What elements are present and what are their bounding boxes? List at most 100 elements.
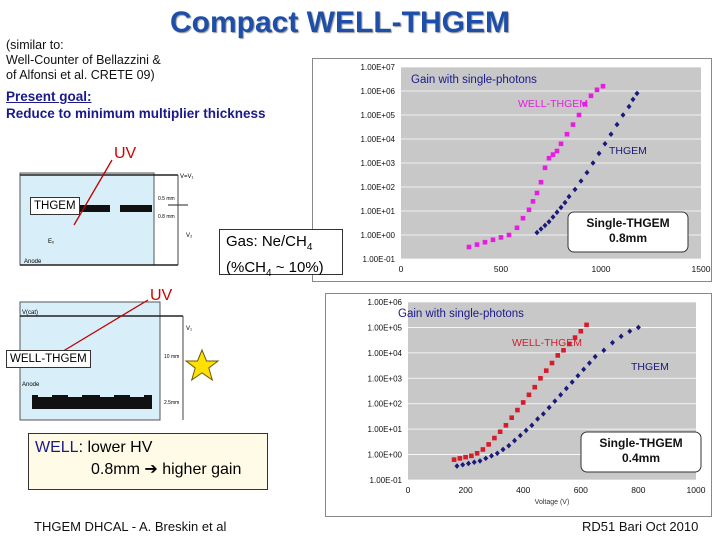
x-tick-label: 200: [459, 485, 473, 495]
data-point: [572, 335, 578, 340]
data-point: [582, 101, 588, 107]
schematic-label-ex: Eₓ: [48, 239, 54, 245]
x-tick-label: 1500: [692, 264, 711, 274]
data-point: [451, 457, 457, 462]
y-tick-label: 1.00E+04: [361, 135, 396, 144]
intro-line-2: Well-Counter of Bellazzini &: [6, 53, 161, 67]
x-tick-label: 0: [399, 264, 404, 274]
y-tick-label: 1.00E+02: [368, 400, 403, 409]
data-point: [614, 121, 620, 128]
chart-title: Gain with single-photons: [398, 308, 524, 320]
data-point: [460, 461, 466, 468]
series-label-thgem: THGEM: [609, 145, 647, 157]
data-point: [520, 215, 526, 221]
data-point: [578, 328, 584, 334]
data-point: [506, 442, 512, 449]
gas-line-2: (%CH4 ~ 10%): [226, 258, 336, 284]
data-point: [477, 458, 483, 464]
y-tick-label: 1.00E+04: [368, 349, 403, 358]
data-point: [620, 112, 626, 118]
callout-text: Single-THGEM: [599, 436, 682, 450]
data-point: [600, 83, 606, 89]
y-tick-label: 1.00E+05: [368, 323, 403, 332]
data-point: [509, 415, 514, 420]
data-point: [554, 209, 560, 215]
data-point: [555, 353, 561, 358]
data-point: [562, 199, 568, 206]
chart-title: Gain with single-photons: [411, 74, 537, 86]
y-tick-label: 1.00E+03: [368, 374, 403, 383]
data-point: [500, 446, 506, 453]
thgem-schematic-drawing: V=V₁ V₂ 0.5 mm 0.8 mm Anode Eₓ: [19, 172, 194, 266]
data-point: [512, 437, 518, 444]
data-point: [543, 368, 549, 373]
data-point: [463, 454, 468, 460]
data-point: [538, 226, 544, 232]
data-point: [498, 235, 504, 240]
uv-label-bottom: UV: [150, 287, 173, 304]
data-point: [584, 169, 590, 176]
gas-line-2-suffix: ~ 10%): [271, 259, 324, 276]
data-point: [586, 360, 592, 366]
data-point: [576, 112, 582, 118]
y-tick-label: 1.00E+05: [361, 111, 396, 120]
x-tick-label: 500: [494, 264, 508, 274]
data-point: [465, 460, 471, 467]
data-point: [563, 385, 569, 392]
thgem-plate-right: [120, 205, 152, 212]
data-point: [454, 463, 460, 469]
y-tick-label: 1.00E+00: [368, 451, 403, 460]
y-tick-label: 1.00E+06: [368, 298, 403, 307]
schematic-label-anode: Anode: [24, 259, 42, 265]
page-title: Compact WELL-THGEM: [170, 6, 510, 39]
data-point: [490, 237, 496, 243]
data-point: [526, 207, 532, 213]
callout-text: 0.4mm: [622, 451, 660, 465]
gas-line-1-text: Gas: Ne/CH: [226, 233, 307, 250]
y-tick-label: 1.00E-01: [363, 255, 396, 264]
callout-box: [580, 431, 702, 473]
well-note-line-1-rest: : lower HV: [78, 439, 153, 456]
gas-note: Gas: Ne/CH4 (%CH4 ~ 10%): [219, 229, 343, 279]
data-point: [474, 242, 480, 247]
data-point: [575, 372, 581, 379]
thgem-tag: THGEM: [30, 197, 80, 215]
data-point: [549, 360, 555, 366]
data-point: [542, 165, 548, 171]
data-point: [482, 239, 488, 245]
data-point: [530, 199, 536, 204]
data-point: [566, 341, 572, 347]
well-note-line-2-pre: 0.8mm: [91, 461, 145, 478]
data-point: [572, 186, 578, 193]
schematic-bg: [19, 172, 155, 266]
schematic-label-anode: Anode: [22, 382, 40, 388]
schematic-label-gap: 0.5 mm: [158, 196, 175, 202]
data-point: [564, 131, 570, 137]
data-point: [529, 422, 535, 429]
x-tick-label: 600: [574, 485, 588, 495]
goal-heading: Present goal:: [6, 89, 92, 104]
y-tick-label: 1.00E+07: [361, 63, 396, 72]
well-note-prefix: WELL: [35, 439, 79, 456]
data-point: [483, 455, 489, 462]
footer-right: RD51 Bari Oct 2010: [582, 519, 699, 534]
top-chart-panel: 1.00E+07 1.00E+06 1.00E+05 1.00E+04 1.00E+03…: [312, 58, 712, 282]
data-point: [492, 435, 497, 441]
thgem-plate-mid: [80, 205, 110, 212]
x-tick-label: 800: [631, 485, 645, 495]
data-point: [558, 392, 564, 398]
data-point: [609, 339, 615, 346]
data-point: [480, 447, 486, 452]
schematic-label-v2: V₂: [186, 233, 193, 239]
data-point: [526, 392, 532, 398]
bottom-chart-panel: 1.00E+06 1.00E+05 1.00E+04 1.00E+03 1.00E+02…: [325, 293, 712, 517]
y-tick-label: 1.00E+03: [361, 159, 396, 168]
well-note-line-2-post: higher gain: [157, 461, 242, 478]
x-tick-label: 1000: [592, 264, 611, 274]
goal-text: Reduce to minimum multiplier thickness: [6, 106, 266, 121]
gas-line-2-prefix: (%CH: [226, 259, 266, 276]
well-note: WELL: lower HV 0.8mm ➔ higher gain: [28, 433, 268, 490]
well-hole-2: [68, 392, 82, 397]
x-tick-label: 400: [516, 485, 530, 495]
data-point: [523, 427, 529, 434]
